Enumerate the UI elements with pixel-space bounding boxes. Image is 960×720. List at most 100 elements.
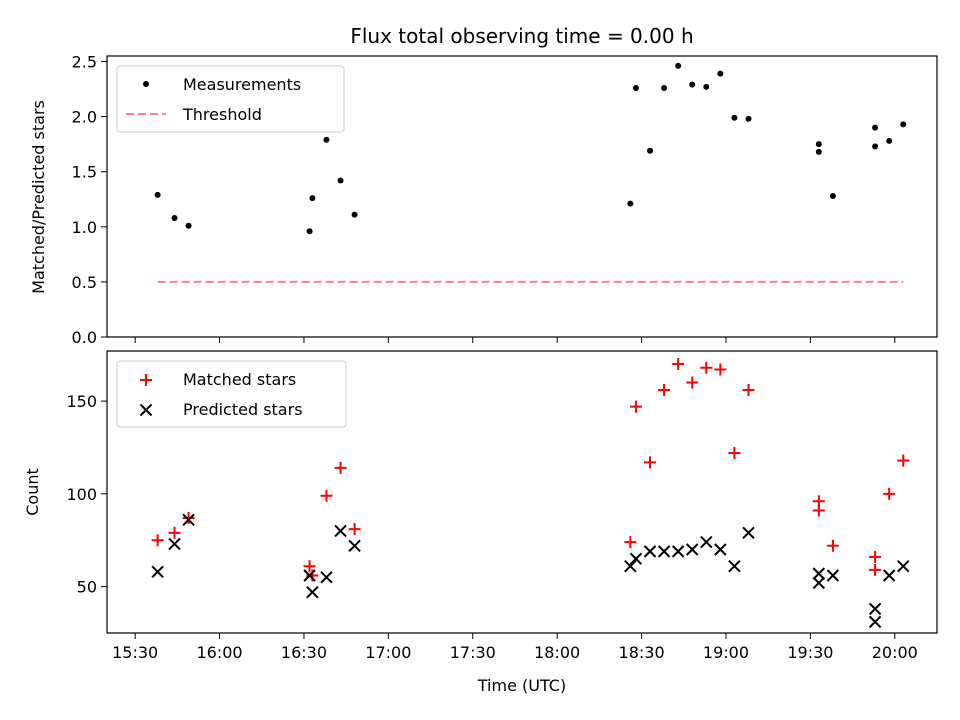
measurement-point [703, 83, 710, 90]
measurement-point [632, 84, 639, 91]
predicted-star-point [624, 560, 637, 573]
bottom-x-tick-label: 15:30 [112, 643, 158, 662]
matched-star-point [728, 447, 741, 460]
bottom-x-tick-label: 20:00 [872, 643, 918, 662]
matched-star-point [672, 357, 685, 370]
legend-measurements-label: Measurements [183, 75, 301, 94]
matched-star-point [334, 461, 347, 474]
measurement-point [351, 211, 358, 218]
top-y-tick-label: 1.5 [72, 163, 97, 182]
predicted-star-point [868, 615, 882, 629]
predicted-star-point [348, 539, 361, 553]
predicted-star-point [320, 571, 333, 584]
predicted-star-point [151, 565, 164, 578]
bottom-x-tick-label: 17:30 [450, 643, 496, 662]
measurement-point [627, 200, 634, 207]
predicted-star-point [671, 545, 685, 558]
bottom-y-axis-label: Count [23, 468, 42, 516]
matched-star-point [686, 376, 699, 389]
predicted-star-point [868, 602, 882, 616]
bottom-x-tick-label: 16:00 [196, 643, 242, 662]
measurement-point [717, 70, 724, 77]
predicted-star-point [714, 543, 727, 556]
matched-star-point [320, 489, 333, 502]
matched-star-point [869, 563, 882, 576]
predicted-star-point [657, 545, 671, 558]
matched-star-point [714, 363, 727, 376]
bottom-x-tick-label: 18:00 [534, 643, 580, 662]
measurement-point [323, 136, 330, 143]
matched-star-point [869, 550, 882, 563]
matched-star-point [742, 383, 755, 396]
predicted-star-point [303, 569, 316, 582]
matched-star-point [700, 361, 713, 374]
top-y-tick-label: 2.5 [72, 53, 97, 72]
measurement-point [185, 222, 192, 229]
measurement-point [337, 177, 344, 184]
measurement-point [872, 124, 879, 131]
top-y-tick-label: 0.0 [72, 328, 97, 347]
matched-star-point [348, 523, 361, 536]
matched-star-point [624, 536, 637, 549]
bottom-x-tick-label: 17:00 [365, 643, 411, 662]
matched-star-point [897, 454, 910, 467]
bottom-y-tick-label: 150 [66, 392, 97, 411]
predicted-star-point [334, 524, 347, 538]
matched-star-point [151, 534, 164, 547]
bottom-y-tick-label: 100 [66, 485, 97, 504]
matched-star-point [812, 504, 825, 517]
top-y-tick-label: 2.0 [72, 108, 97, 127]
measurement-point [309, 195, 316, 202]
predicted-star-point [812, 576, 826, 590]
predicted-star-point [728, 560, 741, 573]
predicted-star-point [643, 545, 657, 558]
legend-matched-marker [140, 374, 152, 386]
predicted-star-point [882, 569, 896, 582]
matched-star-point [303, 560, 316, 573]
bottom-y-tick-label: 50 [77, 578, 97, 597]
measurement-point [661, 84, 668, 91]
measurement-point [689, 81, 696, 88]
measurement-point [815, 141, 822, 148]
measurement-point [675, 62, 682, 69]
predicted-star-point [306, 585, 319, 599]
matched-star-point [658, 383, 671, 396]
predicted-star-point [168, 537, 181, 551]
top-axes-frame [106, 55, 938, 338]
bottom-x-tick-label: 19:00 [703, 643, 749, 662]
predicted-star-point [182, 513, 195, 527]
legend-predicted-marker [139, 403, 153, 417]
measurement-point [815, 148, 822, 155]
measurement-point [647, 147, 654, 154]
legend-threshold-label: Threshold [182, 105, 262, 124]
top-y-tick-label: 0.5 [72, 273, 97, 292]
bottom-legend-box [116, 360, 347, 428]
legend-measurements-marker [143, 81, 149, 87]
x-axis-label: Time (UTC) [477, 676, 566, 695]
matched-star-point [644, 456, 657, 469]
bottom-x-tick-label: 16:30 [281, 643, 327, 662]
top-legend-box [116, 65, 345, 133]
predicted-star-point [897, 560, 910, 573]
chart-title: Flux total observing time = 0.00 h [350, 24, 693, 48]
matched-star-point [168, 526, 181, 539]
matched-star-point [629, 400, 642, 413]
top-plot: 0.0 0.5 1.0 1.5 2.0 2.5 Measurements Threshold [72, 53, 938, 347]
predicted-star-point [700, 535, 713, 549]
legend-predicted-label: Predicted stars [183, 400, 303, 419]
measurement-point [171, 214, 178, 221]
legend-matched-label: Matched stars [183, 370, 296, 389]
bottom-x-tick-label: 19:30 [787, 643, 833, 662]
matched-star-point [826, 539, 839, 552]
predicted-star-point [686, 543, 699, 556]
bottom-plot: 50 100 150 15:30 16:00 16:30 17:00 17:30 18:00 18… [66, 350, 938, 662]
top-y-tick-label: 1.0 [72, 218, 97, 237]
matched-star-point [182, 511, 195, 524]
predicted-star-point [629, 552, 643, 565]
bottom-axes-frame [106, 350, 938, 634]
bottom-x-tick-label: 18:30 [619, 643, 665, 662]
measurement-point [154, 191, 161, 198]
measurement-point [829, 192, 836, 199]
measurement-point [872, 143, 879, 150]
